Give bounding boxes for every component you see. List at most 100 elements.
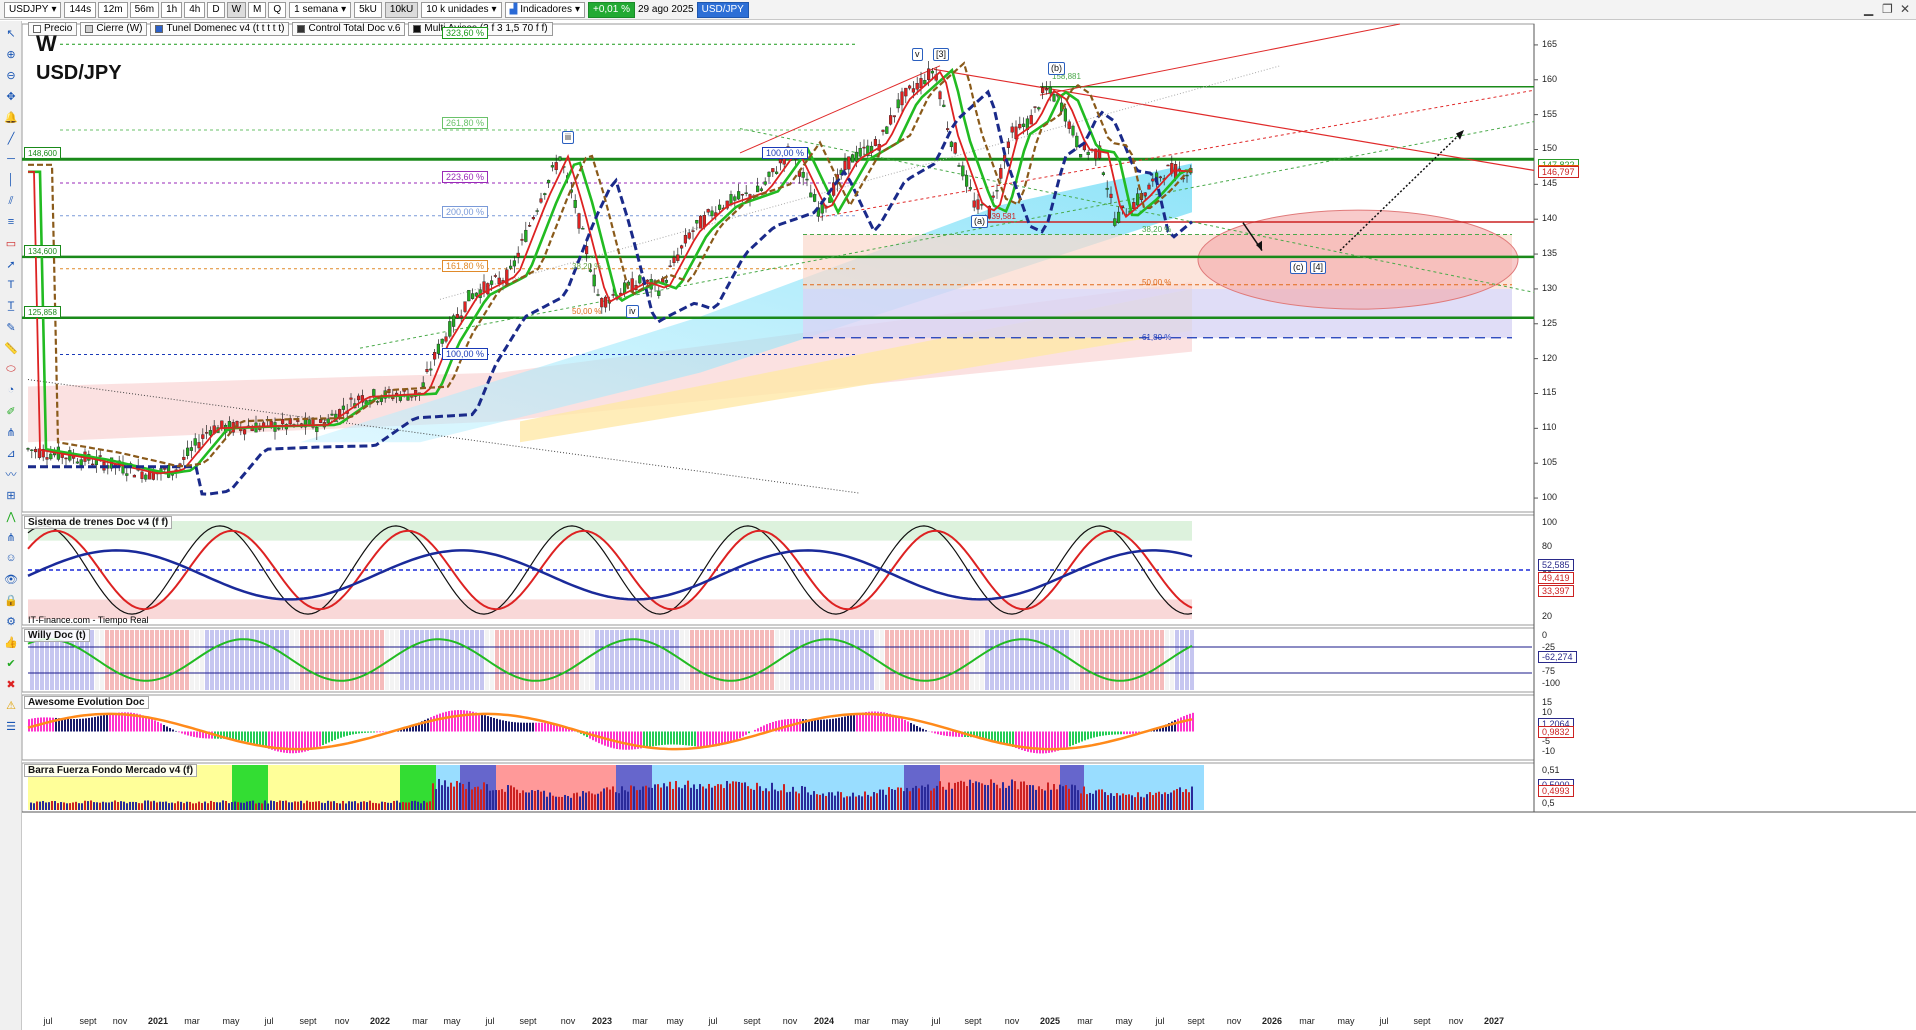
text-icon[interactable]: T — [7, 279, 15, 291]
units-selector[interactable]: 10 k unidades ▾ — [421, 1, 502, 18]
strength-bar — [732, 781, 734, 810]
willy-background-bar — [780, 630, 784, 690]
willy-background-bar — [885, 630, 889, 690]
interval-button-4h[interactable]: 4h — [184, 1, 206, 18]
willy-background-bar — [1045, 630, 1049, 690]
willy-background-bar — [945, 630, 949, 690]
indicator-legend-item[interactable]: Cierre (W) — [80, 22, 148, 36]
candle-body — [816, 207, 820, 217]
awesome-histogram-bar — [874, 711, 876, 732]
indicator-legend-item[interactable]: Tunel Domenec v4 (t t t t t) — [150, 22, 290, 36]
cursor-icon[interactable]: ↖ — [6, 27, 16, 40]
price-axis-label: 100 — [1542, 492, 1558, 503]
candle-body — [604, 296, 608, 308]
zoom-out-icon[interactable]: ⊖ — [6, 69, 16, 82]
strength-bar — [1017, 789, 1019, 810]
pan-icon[interactable]: ✥ — [6, 90, 16, 103]
fibonacci-icon[interactable]: ≡ — [7, 216, 15, 228]
time-axis-label: mar — [1299, 1016, 1315, 1026]
trendline-icon[interactable]: ╱ — [7, 132, 15, 145]
strength-bar — [183, 803, 185, 810]
units-5k-button[interactable]: 5kU — [354, 1, 382, 18]
willy-background-bar — [760, 630, 764, 690]
awesome-histogram-bar — [97, 716, 99, 732]
interval-button-w[interactable]: W — [226, 1, 247, 18]
awesome-histogram-bar — [859, 713, 861, 732]
close-icon[interactable]: ✕ — [1900, 2, 1911, 16]
strength-bar — [783, 784, 785, 810]
interval-button-q[interactable]: Q — [268, 1, 287, 18]
alert-icon[interactable]: 🔔 — [4, 111, 18, 124]
cycle-icon[interactable]: ◔ — [7, 384, 15, 396]
ruler-icon[interactable]: 📏 — [4, 342, 18, 355]
ellipse-icon[interactable]: ⬭ — [6, 362, 16, 375]
interval-button-56m[interactable]: 56m — [129, 1, 160, 18]
interval-button-1h[interactable]: 1h — [161, 1, 183, 18]
candle-body — [455, 314, 459, 319]
willy-background-bar — [790, 630, 794, 690]
indicator-legend-item[interactable]: Precio — [28, 22, 78, 36]
layers-icon[interactable]: ☰ — [6, 720, 16, 733]
awesome-histogram-bar — [565, 727, 567, 732]
candle-body — [26, 448, 30, 450]
strength-bar — [543, 790, 545, 810]
indicator-legend-item[interactable]: Control Total Doc v.6 — [292, 22, 406, 36]
grid-icon[interactable]: ⊞ — [6, 489, 16, 502]
interval-button-12m[interactable]: 12m — [98, 1, 128, 18]
interval-button-m[interactable]: M — [248, 1, 267, 18]
interval-button-144s[interactable]: 144s — [64, 1, 97, 18]
thumbs-up-icon[interactable]: 👍 — [4, 636, 18, 649]
strength-bar — [1008, 785, 1010, 810]
channel-icon[interactable]: ⫽ — [8, 194, 14, 207]
horizontal-line-icon[interactable]: ─ — [7, 153, 15, 165]
willy-background-bar — [670, 630, 674, 690]
gann-icon[interactable]: ⊿ — [6, 447, 16, 460]
icons-icon[interactable]: ☺ — [5, 552, 17, 564]
strength-bar — [201, 803, 203, 810]
indicators-button[interactable]: ▟ Indicadores ▾ — [504, 1, 585, 18]
rectangle-icon[interactable]: ▭ — [5, 237, 17, 250]
interval-button-d[interactable]: D — [207, 1, 225, 18]
awesome-histogram-bar — [1021, 731, 1023, 751]
awesome-histogram-bar — [748, 731, 750, 734]
warning-icon[interactable]: ⚠ — [6, 699, 16, 712]
awesome-histogram-bar — [1057, 731, 1059, 751]
lock-icon[interactable]: 🔒 — [4, 594, 18, 607]
restore-icon[interactable]: ❐ — [1882, 2, 1893, 16]
settings-icon[interactable]: ⚙ — [6, 615, 16, 628]
text-box-icon[interactable]: T̲ — [7, 300, 15, 312]
eye-icon[interactable]: 👁 — [4, 573, 18, 586]
pitchfork-icon[interactable]: ⋔ — [6, 531, 16, 544]
units-10k-button[interactable]: 10kU — [384, 1, 419, 18]
period-selector[interactable]: 1 semana ▾ — [289, 1, 352, 18]
brush-icon[interactable]: ✐ — [6, 405, 16, 418]
magnet-icon[interactable]: ⋔ — [6, 426, 16, 439]
vertical-line-icon[interactable]: │ — [7, 174, 15, 186]
check-icon[interactable]: ✔ — [6, 657, 16, 670]
willy-background-bar — [160, 630, 164, 690]
delete-icon[interactable]: ✖ — [6, 678, 16, 691]
awesome-histogram-bar — [406, 727, 408, 732]
arrow-icon[interactable]: ➚ — [6, 258, 16, 271]
strength-bar — [630, 785, 632, 810]
candle-body — [972, 200, 976, 208]
pencil-icon[interactable]: ✎ — [6, 321, 16, 334]
zoom-in-icon[interactable]: ⊕ — [6, 48, 16, 61]
strength-bar — [624, 790, 626, 810]
symbol-selector[interactable]: USDJPY ▾ — [4, 1, 62, 18]
wave-icon[interactable]: 〰 — [5, 469, 17, 481]
minimize-icon[interactable]: ▁ — [1864, 2, 1874, 16]
strength-bar — [294, 801, 296, 810]
willy-background-bar — [205, 630, 209, 690]
willy-background-bar — [1170, 630, 1174, 690]
strength-bar — [360, 801, 362, 810]
candle-body — [493, 275, 497, 277]
fibonacci-label: 38,20 % — [1142, 225, 1172, 234]
time-axis-label: jul — [1379, 1016, 1389, 1026]
chevron-down-icon: ▾ — [51, 3, 57, 15]
elliott-icon[interactable]: ⋀ — [6, 510, 16, 523]
awesome-histogram-bar — [712, 731, 714, 747]
candle-body — [471, 293, 475, 299]
candle-body — [858, 147, 862, 157]
